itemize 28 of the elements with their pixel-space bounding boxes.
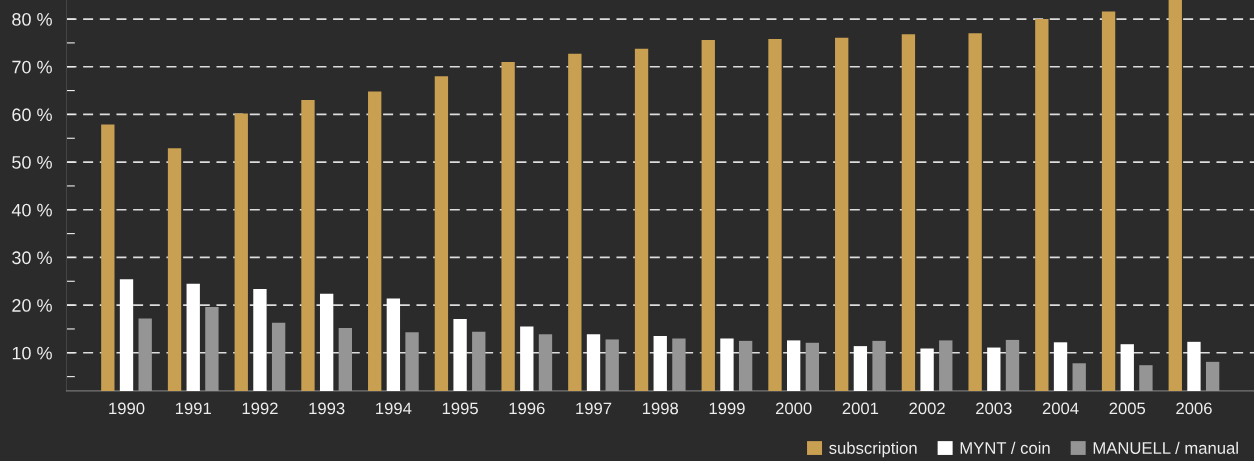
x-tick-label: 1996 [509,402,545,415]
x-tick-label: 1998 [642,402,679,415]
y-tick-label: 50 % [12,156,52,169]
x-tick-label: 1999 [709,402,745,415]
x-tick-label: 2006 [1176,402,1212,415]
x-tick-label: 1992 [242,402,278,415]
x-tick-label: 1994 [376,402,412,415]
x-tick-label: 2003 [976,402,1012,415]
y-tick-label: 10 % [12,346,52,360]
x-tick-label: 2000 [775,402,812,415]
y-tick-label: 20 % [12,299,52,312]
y-tick-label: 40 % [11,203,52,217]
legend-label: subscription [829,441,917,458]
x-tick-label: 2004 [1042,402,1079,415]
x-tick-label: 2002 [909,402,945,415]
x-tick-label: 2005 [1109,402,1146,415]
y-tick-label: 30 % [12,251,52,265]
legend-label: MANUELL / manual [1093,441,1238,454]
y-tick-label: 80 % [12,13,52,26]
x-tick-label: 1990 [109,402,145,415]
y-tick-label: 70 % [12,60,52,74]
x-tick-label: 1993 [309,402,345,415]
x-tick-label: 2001 [842,402,879,415]
x-tick-label: 1991 [175,402,211,415]
legend-label: MYNT / coin [960,441,1050,454]
y-tick-label: 60 % [12,108,52,122]
x-tick-label: 1995 [442,402,478,415]
x-tick-label: 1997 [576,402,612,415]
